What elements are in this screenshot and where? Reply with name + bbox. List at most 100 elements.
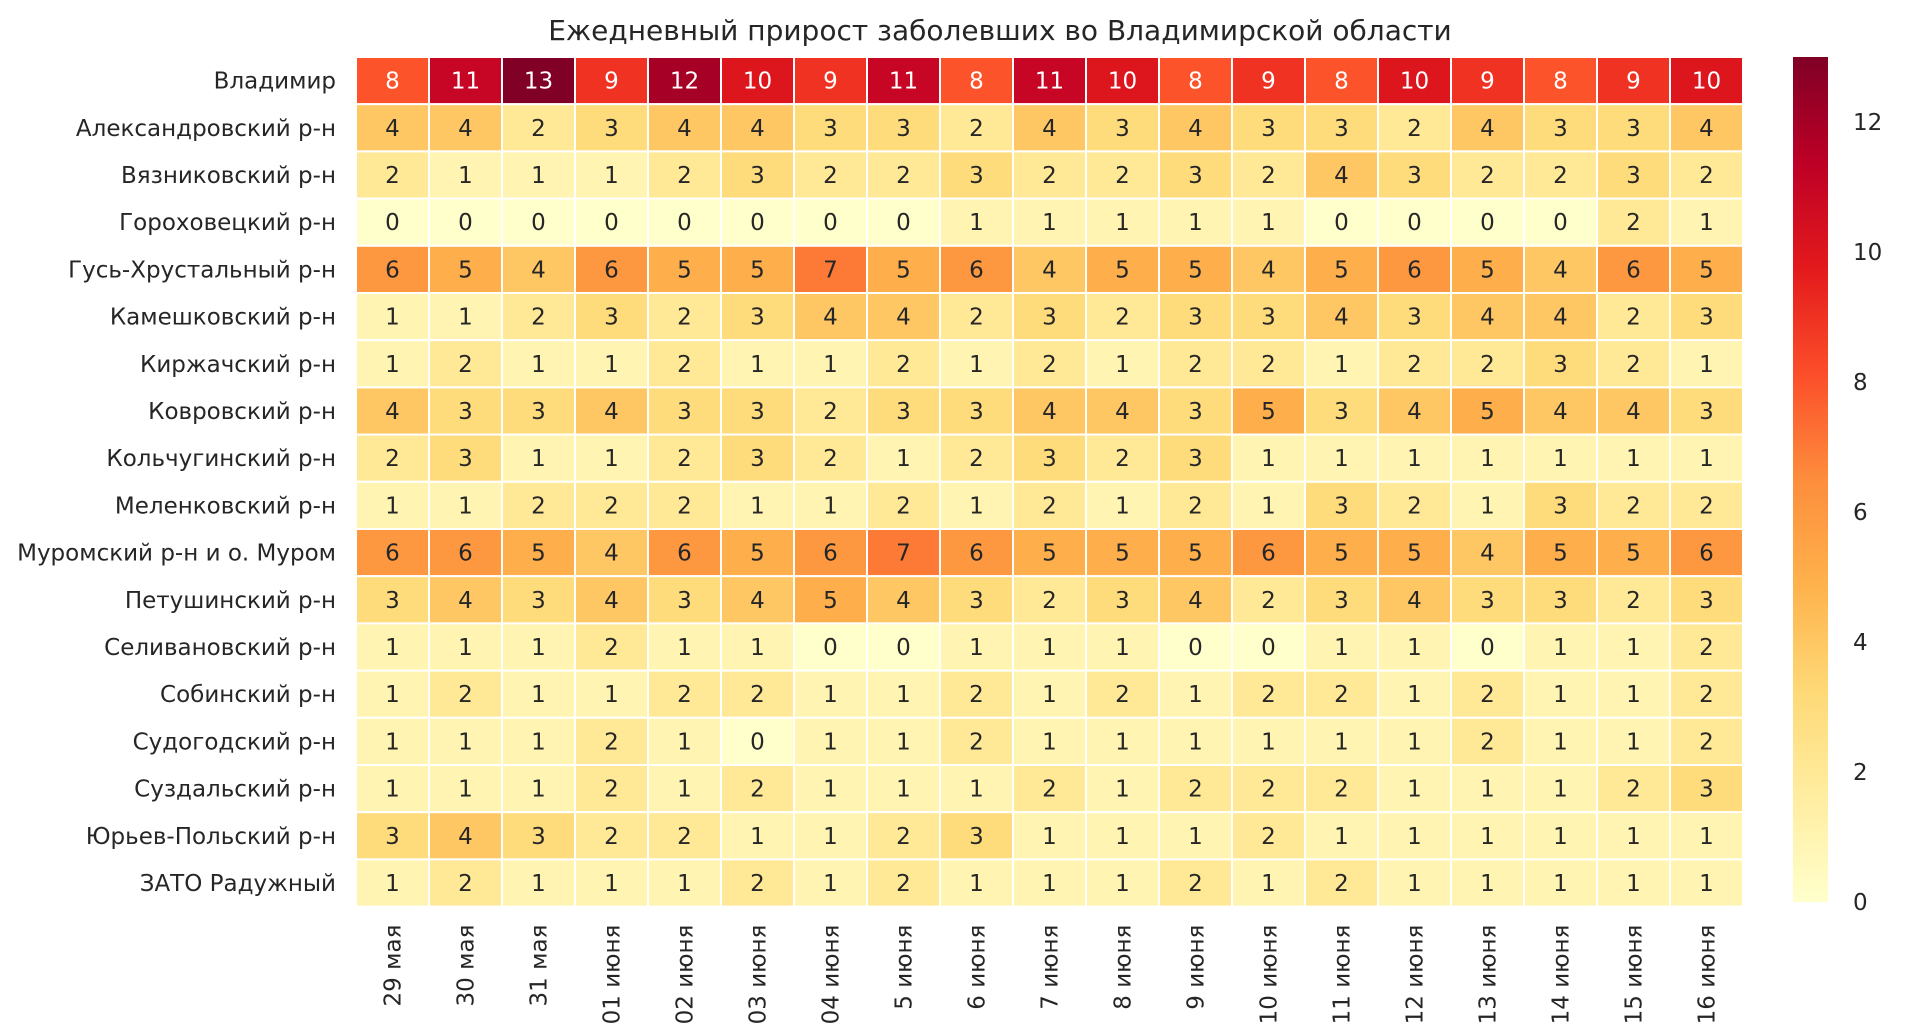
- cell-value-label: 2: [750, 777, 765, 803]
- heatmap-cell: [574, 292, 649, 342]
- cell-value-label: 4: [1042, 257, 1057, 283]
- cell-value-label: 8: [385, 69, 400, 95]
- column-label: 15 июня: [1622, 925, 1648, 1025]
- row-label: Киржачский р-н: [140, 352, 336, 378]
- heatmap-cell: [1596, 858, 1671, 908]
- heatmap-cell: [939, 716, 1014, 766]
- cell-value-label: 2: [1261, 588, 1276, 614]
- cell-value-label: 1: [896, 777, 911, 803]
- cell-value-label: 0: [823, 210, 838, 236]
- heatmap-cell: [1012, 669, 1087, 719]
- cell-value-label: 0: [896, 210, 911, 236]
- cell-value-label: 2: [1042, 352, 1057, 378]
- heatmap-cell: [1669, 292, 1744, 342]
- cell-value-label: 1: [1334, 352, 1349, 378]
- heatmap-cell: [574, 150, 649, 200]
- cell-value-label: 5: [1407, 541, 1422, 567]
- cell-value-label: 9: [1626, 69, 1641, 95]
- cell-value-label: 2: [677, 305, 692, 331]
- cell-value-label: 2: [969, 446, 984, 472]
- cell-value-label: 1: [1553, 824, 1568, 850]
- heatmap-cell: [501, 244, 576, 295]
- cell-value-label: 3: [1188, 305, 1203, 331]
- cell-value-label: 3: [677, 588, 692, 614]
- cell-value-label: 6: [969, 257, 984, 283]
- cell-value-label: 1: [531, 446, 546, 472]
- cell-value-label: 1: [1042, 682, 1057, 708]
- cell-value-label: 1: [1188, 729, 1203, 755]
- cell-value-label: 3: [385, 824, 400, 850]
- heatmap-cell: [574, 528, 649, 578]
- cell-value-label: 4: [1553, 257, 1568, 283]
- row-label: Вязниковский р-н: [121, 163, 336, 189]
- heatmap-cell: [1158, 150, 1233, 200]
- cell-value-label: 2: [1480, 163, 1495, 189]
- heatmap-cell: [1450, 433, 1525, 483]
- cell-value-label: 2: [1188, 352, 1203, 378]
- cell-value-label: 1: [385, 729, 400, 755]
- heatmap-cell: [1596, 716, 1671, 766]
- cell-value-label: 3: [458, 399, 473, 425]
- cell-value-label: 3: [604, 305, 619, 331]
- cell-value-label: 7: [896, 541, 911, 567]
- heatmap-cell: [793, 339, 868, 389]
- heatmap-cell: [1450, 386, 1525, 436]
- heatmap-cell: [793, 575, 868, 625]
- cell-value-label: 1: [531, 871, 546, 897]
- cell-value-label: 1: [1407, 446, 1422, 472]
- heatmap-cell: [866, 480, 941, 530]
- cell-value-label: 5: [896, 257, 911, 283]
- heatmap-cell: [428, 244, 503, 295]
- heatmap-cell: [574, 622, 649, 672]
- heatmap-cell: [1377, 764, 1452, 814]
- cell-value-label: 1: [1115, 352, 1130, 378]
- cell-value-label: 1: [1480, 493, 1495, 519]
- cell-value-label: 2: [1261, 163, 1276, 189]
- heatmap-cell: [1669, 622, 1744, 672]
- cell-value-label: 8: [1553, 69, 1568, 95]
- heatmap-cell: [1450, 150, 1525, 200]
- cell-value-label: 4: [1115, 399, 1130, 425]
- cell-value-label: 4: [458, 588, 473, 614]
- heatmap-cell: [1596, 669, 1671, 719]
- cell-value-label: 2: [1626, 210, 1641, 236]
- cell-value-label: 5: [750, 257, 765, 283]
- cell-value-label: 2: [458, 352, 473, 378]
- cell-value-label: 2: [677, 352, 692, 378]
- heatmap-cell: [1377, 339, 1452, 389]
- cell-value-label: 2: [1261, 352, 1276, 378]
- heatmap-cell: [720, 528, 795, 578]
- cell-value-label: 4: [604, 399, 619, 425]
- cell-value-label: 13: [524, 69, 553, 95]
- heatmap-cell: [1158, 197, 1233, 247]
- cell-value-label: 1: [604, 446, 619, 472]
- cell-value-label: 3: [531, 588, 546, 614]
- cell-value-label: 1: [1407, 682, 1422, 708]
- cell-value-label: 3: [1699, 588, 1714, 614]
- cell-value-label: 3: [1553, 493, 1568, 519]
- cell-value-label: 1: [1553, 871, 1568, 897]
- cell-value-label: 2: [1042, 777, 1057, 803]
- row-label: Кольчугинский р-н: [106, 446, 336, 472]
- cell-value-label: 12: [670, 69, 699, 95]
- heatmap-cells: 8 11 13 9 12 10 9 11 8 11 10 8 9 8 10 9 8 9 104 4 2 3 4 4 3 3 2 4 3 4…: [355, 56, 1744, 908]
- cell-value-label: 0: [531, 210, 546, 236]
- cell-value-label: 1: [750, 635, 765, 661]
- heatmap-cell: [355, 528, 430, 578]
- cell-value-label: 4: [385, 399, 400, 425]
- heatmap-cell: [793, 480, 868, 530]
- heatmap-cell: [647, 528, 722, 578]
- heatmap-cell: [866, 858, 941, 908]
- heatmap-cell: [647, 858, 722, 908]
- cell-value-label: 1: [385, 493, 400, 519]
- heatmap-cell: [1158, 56, 1233, 106]
- colorbar-tick-label: 6: [1853, 500, 1868, 526]
- heatmap-cell: [866, 150, 941, 200]
- cell-value-label: 1: [896, 446, 911, 472]
- heatmap-cell: [1085, 150, 1160, 200]
- cell-value-label: 1: [1480, 824, 1495, 850]
- cell-value-label: 1: [604, 682, 619, 708]
- colorbar-tick-label: 8: [1853, 370, 1868, 396]
- heatmap-cell: [793, 528, 868, 578]
- cell-value-label: 4: [458, 116, 473, 142]
